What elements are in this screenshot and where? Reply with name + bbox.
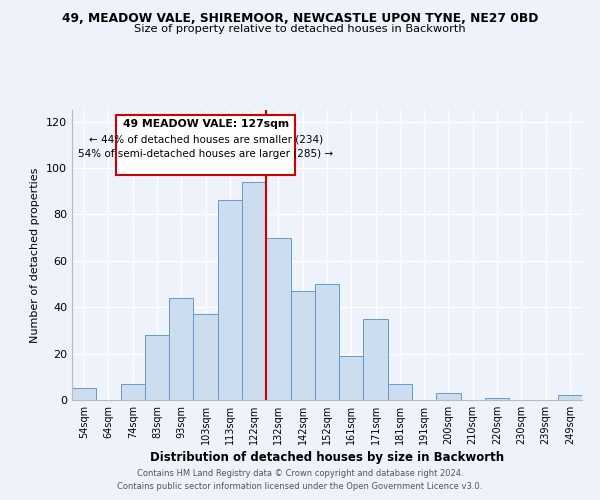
FancyBboxPatch shape [116, 114, 295, 175]
Text: 49 MEADOW VALE: 127sqm: 49 MEADOW VALE: 127sqm [122, 120, 289, 130]
Bar [388, 384, 412, 400]
Bar [339, 356, 364, 400]
Bar [315, 284, 339, 400]
Bar [218, 200, 242, 400]
Bar [72, 388, 96, 400]
Text: Size of property relative to detached houses in Backworth: Size of property relative to detached ho… [134, 24, 466, 34]
Text: Contains HM Land Registry data © Crown copyright and database right 2024.: Contains HM Land Registry data © Crown c… [137, 468, 463, 477]
Bar [266, 238, 290, 400]
Y-axis label: Number of detached properties: Number of detached properties [31, 168, 40, 342]
Bar [121, 384, 145, 400]
Text: Contains public sector information licensed under the Open Government Licence v3: Contains public sector information licen… [118, 482, 482, 491]
Bar [290, 291, 315, 400]
Bar [145, 335, 169, 400]
Bar [485, 398, 509, 400]
Bar [436, 393, 461, 400]
Bar [242, 182, 266, 400]
Text: 49, MEADOW VALE, SHIREMOOR, NEWCASTLE UPON TYNE, NE27 0BD: 49, MEADOW VALE, SHIREMOOR, NEWCASTLE UP… [62, 12, 538, 26]
Bar [169, 298, 193, 400]
Text: ← 44% of detached houses are smaller (234): ← 44% of detached houses are smaller (23… [89, 134, 323, 144]
Bar [193, 314, 218, 400]
X-axis label: Distribution of detached houses by size in Backworth: Distribution of detached houses by size … [150, 451, 504, 464]
Bar [558, 396, 582, 400]
Text: 54% of semi-detached houses are larger (285) →: 54% of semi-detached houses are larger (… [78, 150, 333, 160]
Bar [364, 319, 388, 400]
